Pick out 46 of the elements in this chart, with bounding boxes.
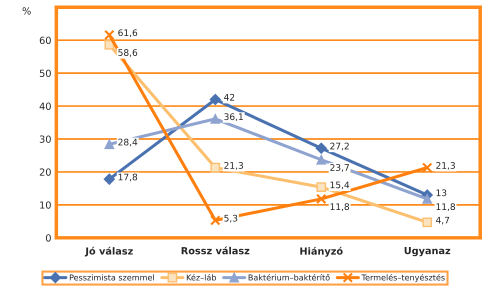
data-label: 21,3	[224, 162, 244, 170]
data-label: 11,8	[330, 203, 350, 212]
legend-label: Termelés–tenyésztés	[361, 274, 445, 282]
y-tick-label: 10	[40, 201, 51, 209]
data-label: 4,7	[436, 216, 450, 224]
x-tick-label: Jó válasz	[84, 246, 133, 256]
point	[104, 174, 115, 185]
data-label: 58,6	[118, 49, 138, 57]
y-tick-label: 40	[40, 102, 51, 110]
data-label: 15,4	[330, 182, 350, 190]
point	[316, 154, 326, 165]
y-tick-label: 0	[46, 234, 51, 242]
data-label: 61,6	[118, 29, 138, 38]
point	[316, 182, 326, 192]
legend-label: Baktérium–baktérítő	[248, 274, 330, 281]
point	[210, 114, 220, 124]
data-label: 5,3	[224, 214, 238, 222]
legend-label: Pesszimista szemmel	[70, 274, 154, 281]
x-tick-label: Hiányzó	[300, 246, 343, 257]
point	[104, 139, 114, 150]
point	[210, 215, 221, 226]
y-tick-label: 30	[40, 135, 51, 143]
data-label: 27,2	[330, 142, 349, 150]
point	[422, 162, 432, 173]
x-tick-label: Ugyanaz	[404, 247, 450, 256]
data-label: 23,7	[330, 164, 349, 172]
point	[104, 30, 115, 40]
x-tick-label: Rossz válasz	[182, 246, 250, 254]
y-tick-label: 20	[40, 168, 51, 176]
legend-label: Kéz–láb	[186, 274, 216, 281]
point	[210, 94, 221, 106]
point	[422, 194, 432, 204]
data-label: 28,4	[118, 138, 138, 146]
data-label: 11,8	[436, 203, 456, 212]
data-label: 13	[436, 189, 446, 196]
data-label: 36,1	[224, 113, 243, 122]
y-axis-title: %	[22, 7, 31, 15]
point	[210, 162, 220, 173]
data-label: 21,3	[436, 162, 455, 170]
data-label: 17,8	[118, 174, 138, 182]
point	[422, 217, 432, 228]
point	[316, 194, 326, 204]
point	[316, 142, 327, 154]
y-tick-label: 60	[40, 36, 51, 44]
y-tick-label: 50	[40, 70, 51, 77]
data-label: 42	[224, 94, 234, 101]
